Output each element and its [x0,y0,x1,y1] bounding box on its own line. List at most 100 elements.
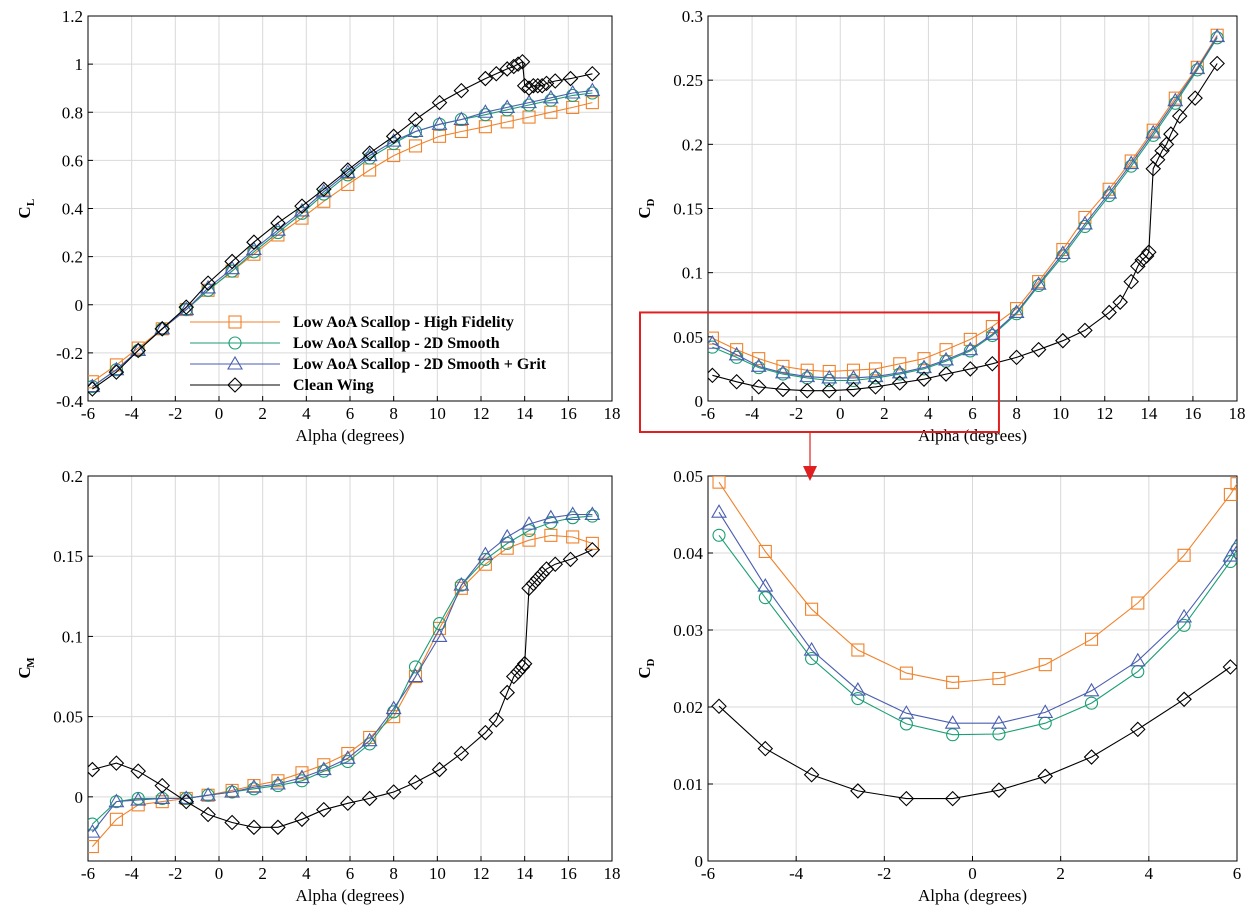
data-point [529,78,546,94]
data-point [1154,142,1170,159]
zoom-annotation [639,311,1000,481]
x-axis-title: Alpha (degrees) [918,886,1027,905]
data-point [1131,596,1145,610]
data-point [295,766,309,780]
data-point [803,641,820,656]
data-point [1076,215,1093,230]
data-point [851,691,865,706]
x-tick-label: -2 [168,404,182,423]
x-tick-label: 6 [1233,864,1242,883]
data-point [477,724,494,741]
data-point [294,769,310,784]
y-axis-title-main: C [635,206,654,218]
data-point [1083,682,1100,697]
data-point [963,344,977,358]
data-point [757,740,774,757]
data-point [805,651,819,666]
data-point [708,367,721,384]
data-point [407,774,424,791]
legend-item: Low AoA Scallop - 2D Smooth + Grit [190,355,547,373]
data-point [1171,108,1188,124]
x-tick-label: -6 [81,404,95,423]
data-point [1112,294,1128,310]
x-tick-label: -6 [701,864,715,883]
data-point [850,783,866,799]
data-point [1084,632,1099,646]
x-tick-label: -2 [789,404,803,423]
data-point [477,546,494,561]
data-point [270,819,286,836]
x-axis-title: Alpha (degrees) [295,886,404,905]
data-point [534,78,550,94]
legend-label: Clean Wing [293,377,374,394]
y-tick-label: 0.03 [673,621,703,640]
data-point [1222,659,1237,675]
data-point [1210,28,1224,42]
data-point [1030,341,1047,358]
series-group [711,476,1237,807]
data-point [178,299,195,315]
data-point [316,181,332,198]
data-point [453,576,470,591]
data-point [130,342,146,359]
data-point [294,198,310,214]
data-point [488,65,505,82]
x-tick-label: 4 [924,404,933,423]
data-point [521,516,537,530]
x-tick-label: 10 [1052,404,1069,423]
data-point [946,675,960,689]
series-diamond [88,542,601,836]
series-diamond [711,659,1237,807]
data-point [898,705,915,719]
tick-marks [87,15,613,402]
x-tick-label: 10 [429,404,446,423]
y-tick-label: 0.8 [62,103,83,122]
y-axis-title-subscript: L [25,199,37,206]
series-circle [708,31,1224,388]
x-tick-label: 4 [1145,864,1154,883]
data-point [891,364,908,379]
series-line [712,37,1218,382]
data-point [88,381,101,397]
data-point [799,382,815,399]
data-point [758,544,772,559]
data-point [294,811,310,828]
data-point [154,320,171,335]
x-tick-label: 0 [215,404,224,423]
gridlines [708,16,1237,401]
data-point [407,111,424,128]
data-point [1189,60,1206,75]
y-axis-title-subscript: D [645,658,657,666]
data-point [585,509,599,523]
tick-marks [707,15,1238,402]
data-point [505,668,522,685]
y-tick-label: 0.04 [673,544,703,563]
data-point [1130,721,1146,738]
series-line [712,63,1218,392]
x-tick-label: -2 [168,864,182,883]
data-point [893,357,907,371]
data-point [805,602,819,616]
x-tick-label: 4 [302,864,311,883]
series-diamond [88,53,601,397]
x-tick-label: 16 [1184,404,1201,423]
legend-item: Clean Wing [190,377,374,394]
data-point [867,368,884,383]
data-point [316,801,332,818]
data-point [938,366,954,382]
data-point [534,566,550,582]
series-line [718,511,1237,724]
data-point [1037,704,1054,718]
x-tick-label: -4 [745,404,760,423]
data-point [730,343,744,357]
x-tick-label: 2 [1056,864,1065,883]
moment-coefficient-chart: -6 -4 -2 0 2 4 6 8 10 12 14 16 18 0 0.05 0.1 0.15 0.2 Alph… [15,467,621,905]
data-point [317,194,331,208]
data-point [246,819,262,836]
series-line [92,90,593,388]
data-point [547,73,564,89]
data-point [521,94,537,109]
y-tick-label: 0.3 [682,7,703,26]
data-point [270,215,286,231]
